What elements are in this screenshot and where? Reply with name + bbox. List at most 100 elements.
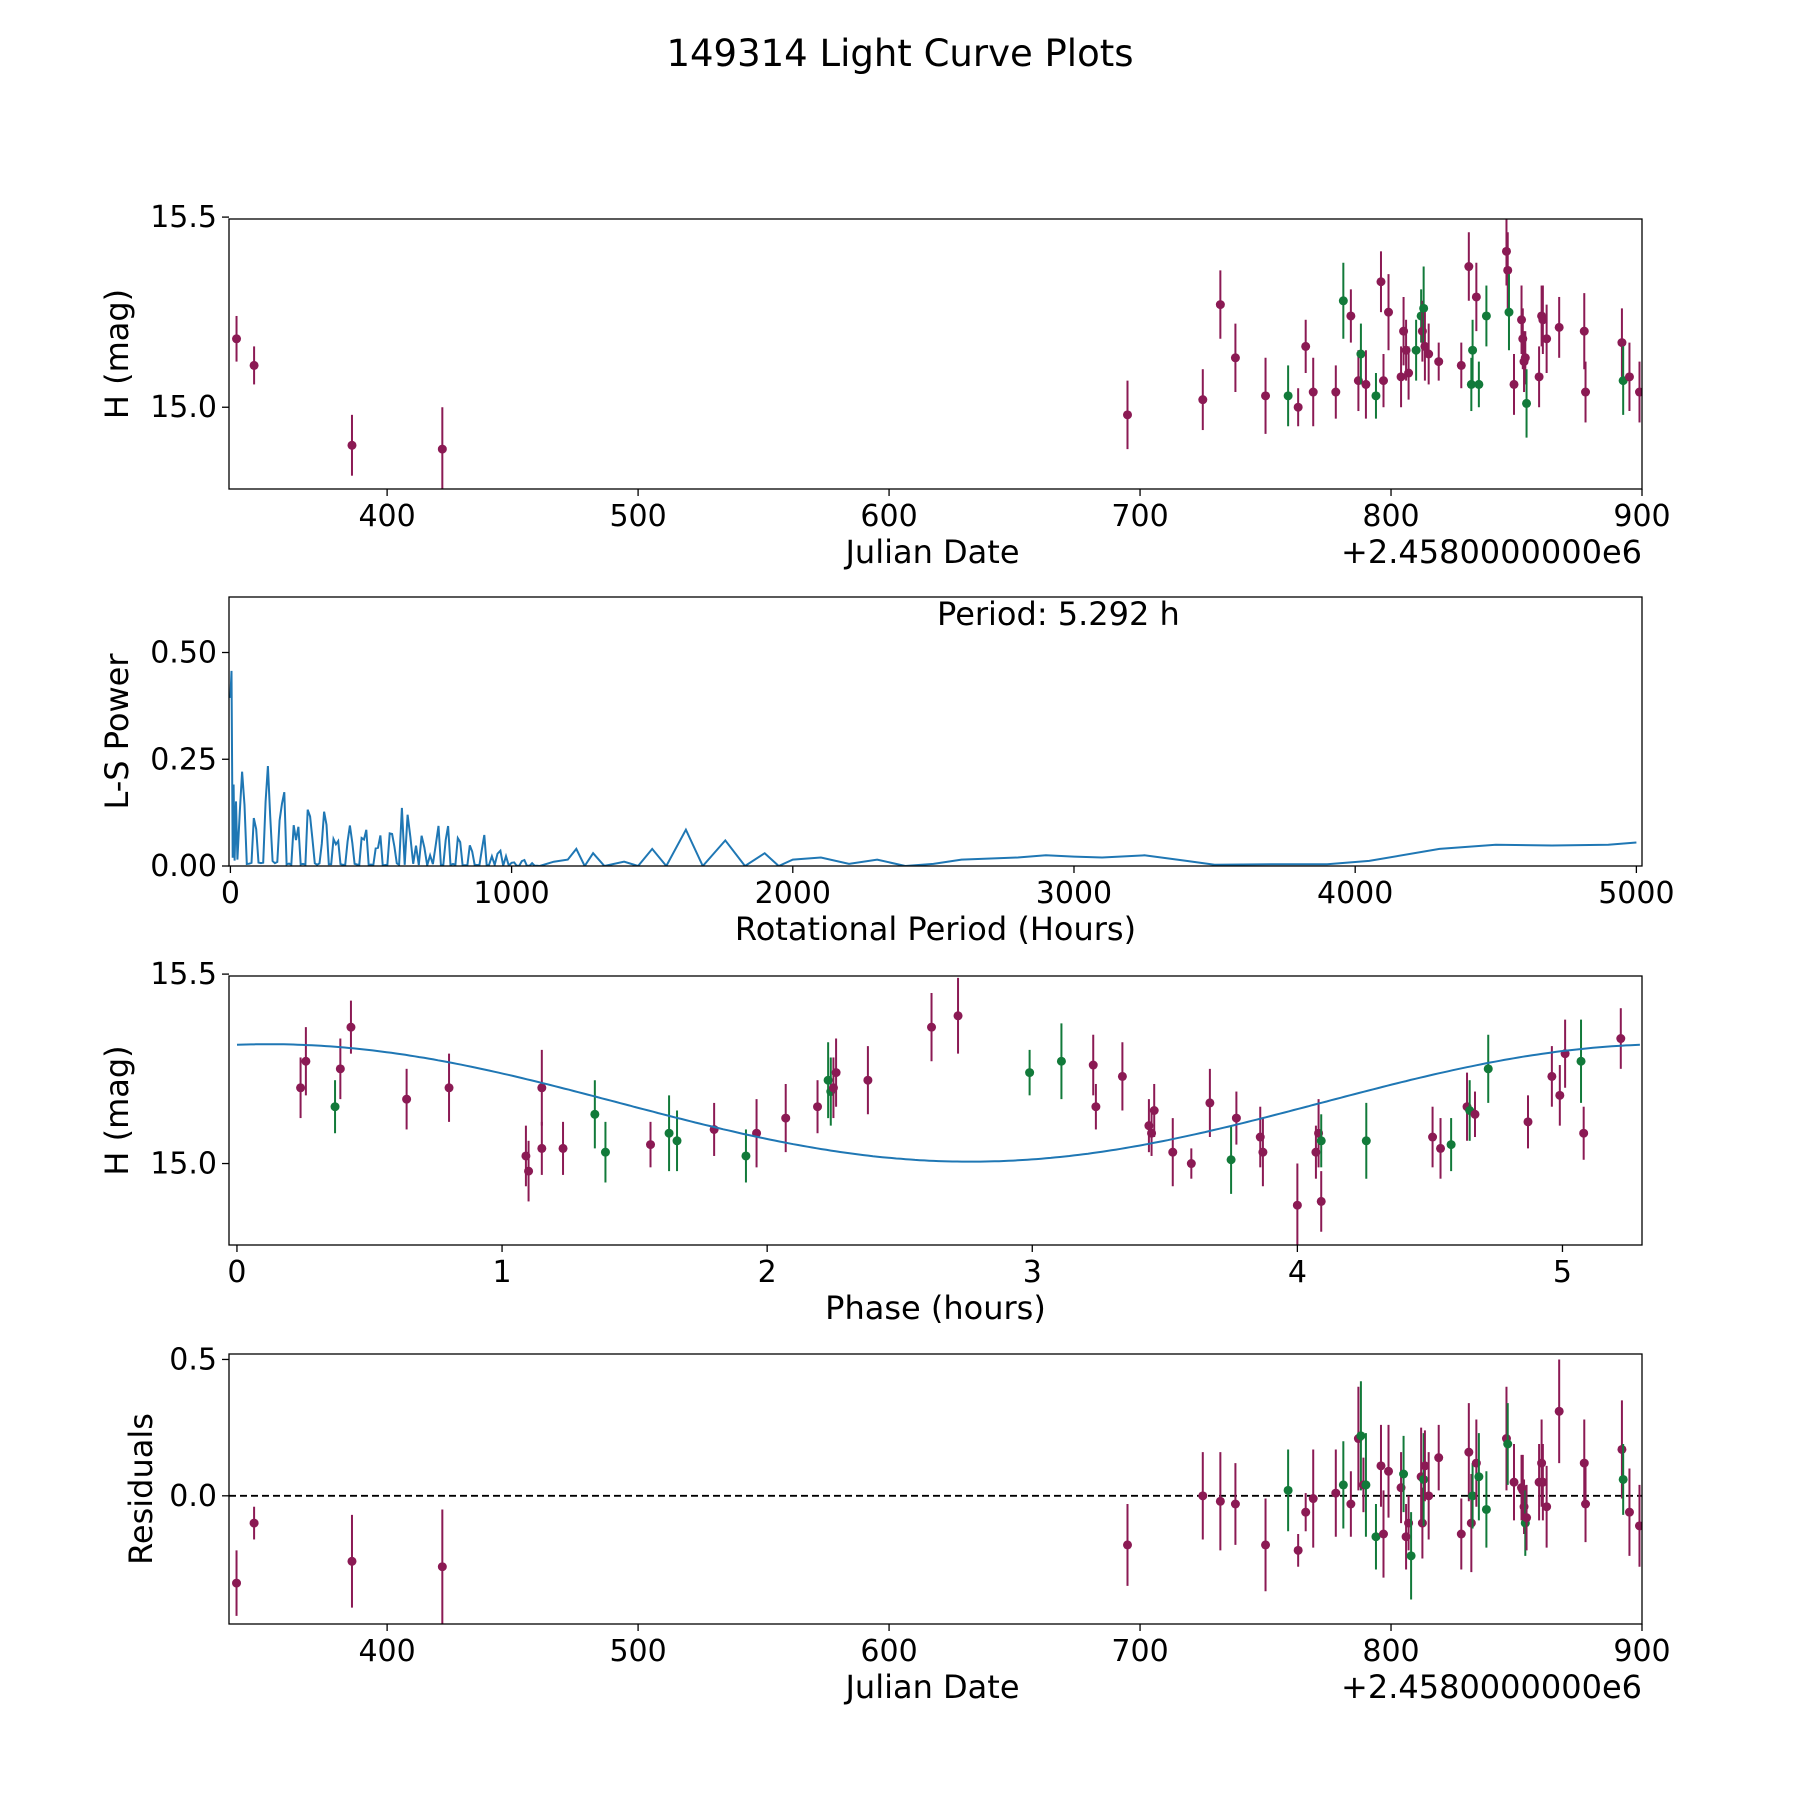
data-point (813, 1102, 823, 1112)
y-tick-label: 15.5 (150, 957, 217, 992)
x-axis-label: Phase (hours) (825, 1289, 1046, 1327)
data-point (346, 1022, 356, 1032)
data-point (232, 334, 242, 344)
ph-data (236, 977, 1640, 1245)
x-tick-label: 900 (1613, 1634, 1670, 1669)
data-point (646, 1140, 656, 1150)
res-panel: 400 500 600 700 800 900 0.0 0.5 Julian Date Resid… (122, 1342, 1671, 1706)
data-point (1522, 1513, 1532, 1523)
data-point (1542, 334, 1552, 344)
data-point (1420, 341, 1430, 351)
data-point (1399, 1469, 1409, 1479)
data-point (1316, 1136, 1326, 1146)
x-tick-label: 2000 (755, 876, 831, 911)
data-point (1446, 1140, 1456, 1150)
data-point (1025, 1068, 1035, 1078)
data-point (781, 1113, 791, 1123)
data-point (1356, 349, 1366, 359)
x-axis-label: Julian Date (843, 533, 1019, 571)
data-point (1464, 262, 1474, 272)
data-point (927, 1022, 937, 1032)
x-offset-text: +2.4580000000e6 (1341, 533, 1642, 571)
data-point (1579, 326, 1589, 336)
data-point (1624, 372, 1634, 382)
data-point (1186, 1159, 1196, 1169)
data-point (1293, 402, 1303, 412)
data-point (1547, 1071, 1557, 1081)
data-point (1283, 391, 1293, 401)
data-point (1261, 391, 1271, 401)
x-tick-label: 5 (1553, 1255, 1572, 1290)
data-point (1261, 1540, 1271, 1550)
x-tick-label: 500 (609, 499, 666, 534)
data-point (1509, 379, 1519, 389)
data-point (1230, 353, 1240, 363)
ls-panel: 0 1000 2000 3000 4000 5000 0.00 0.25 0.50 Rotatio… (98, 595, 1675, 948)
data-point (1523, 1117, 1533, 1127)
data-point (1215, 1496, 1225, 1506)
data-point (1501, 246, 1511, 256)
x-tick-label: 400 (358, 1634, 415, 1669)
data-point (1404, 368, 1414, 378)
data-point (1308, 387, 1318, 397)
y-tick-label: 15.5 (150, 200, 217, 235)
data-point (1483, 1064, 1493, 1074)
data-point (1316, 1196, 1326, 1206)
data-point (1226, 1155, 1236, 1165)
y-tick-label: 15.0 (150, 390, 217, 425)
data-point (1616, 1034, 1626, 1044)
data-point (1464, 1447, 1474, 1457)
data-point (1474, 1472, 1484, 1482)
data-point (1522, 398, 1532, 408)
data-point (1554, 1406, 1564, 1416)
data-point (1149, 1106, 1159, 1115)
data-point (1579, 1128, 1589, 1138)
data-point (1346, 1499, 1356, 1509)
data-point (1331, 1488, 1341, 1498)
data-point (1406, 1551, 1416, 1561)
x-tick-label: 800 (1362, 499, 1419, 534)
figure-title: 149314 Light Curve Plots (666, 32, 1133, 75)
data-point (1542, 1502, 1552, 1512)
data-point (1520, 353, 1530, 363)
data-point (1474, 379, 1484, 389)
data-point (537, 1083, 547, 1093)
data-point (1538, 1477, 1548, 1487)
data-point (558, 1143, 568, 1153)
data-point (741, 1151, 751, 1161)
x-tick-label: 600 (860, 1634, 917, 1669)
y-tick-label: 15.0 (150, 1147, 217, 1182)
data-point (1554, 322, 1564, 332)
data-point (1434, 357, 1444, 367)
data-point (1537, 1458, 1547, 1468)
x-tick-label: 4000 (1317, 876, 1393, 911)
data-point (953, 1011, 963, 1021)
data-point (1579, 1458, 1589, 1468)
data-point (347, 1556, 357, 1566)
data-point (249, 1518, 259, 1528)
data-point (1384, 1466, 1394, 1476)
data-point (232, 1578, 242, 1588)
data-point (330, 1102, 340, 1112)
y-axis-label: H (mag) (98, 1045, 136, 1175)
data-point (537, 1143, 547, 1153)
data-point (1338, 1480, 1348, 1490)
y-tick-label: 0.25 (150, 742, 217, 777)
data-point (1466, 379, 1476, 389)
data-point (1230, 1499, 1240, 1509)
y-tick-label: 0.50 (150, 636, 217, 671)
ph-axes-frame (228, 975, 1643, 1246)
data-point (1555, 1090, 1565, 1100)
x-tick-label: 2 (758, 1255, 777, 1290)
data-point (1378, 376, 1388, 386)
res-axes-frame (228, 1353, 1643, 1625)
data-point (1283, 1485, 1293, 1495)
data-point (1417, 1518, 1427, 1528)
data-point (1534, 372, 1544, 382)
data-point (1371, 391, 1381, 401)
x-tick-label: 5000 (1598, 876, 1674, 911)
data-point (1538, 315, 1548, 325)
data-point (437, 1562, 447, 1572)
data-point (1617, 1444, 1627, 1454)
data-point (1481, 311, 1491, 321)
